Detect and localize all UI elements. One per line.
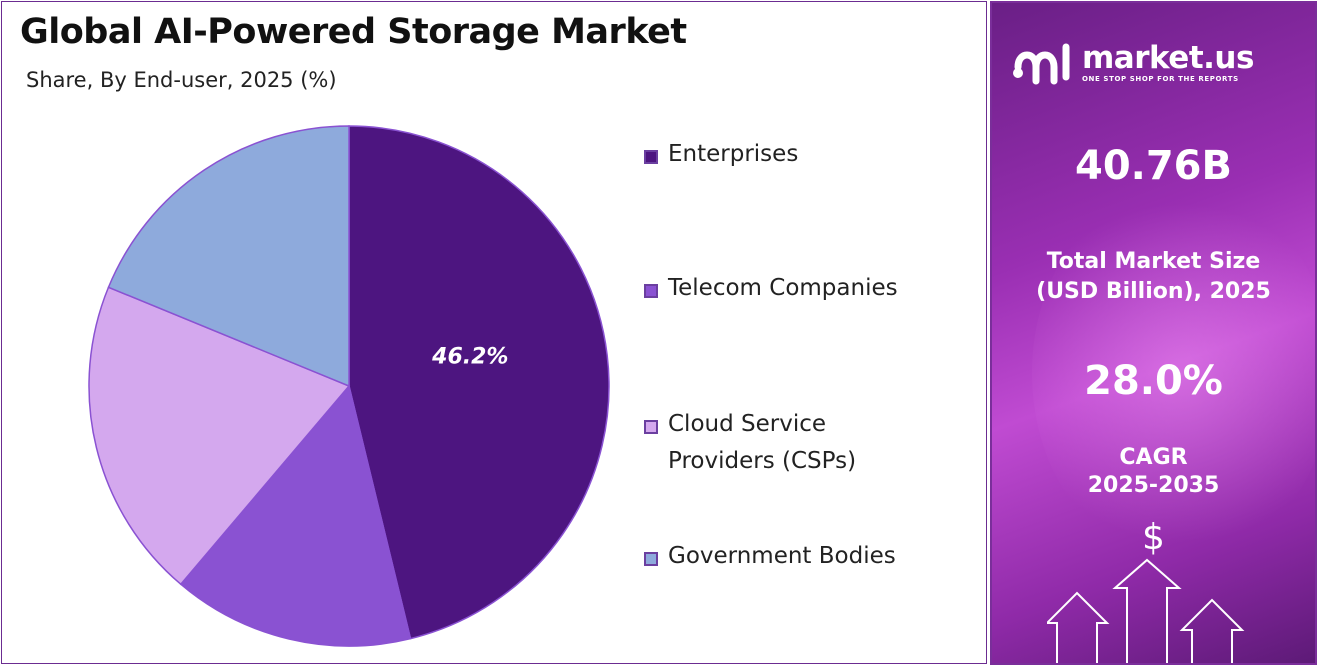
up-arrow-icon (1179, 598, 1245, 663)
legend-item: Government Bodies (644, 543, 958, 575)
summary-panel: market.us ONE STOP SHOP FOR THE REPORTS … (990, 1, 1317, 665)
pie-slice-government-bodies (107, 125, 350, 388)
legend-label-line: Providers (CSPs) (668, 448, 857, 474)
market-size-label-2: (USD Billion), 2025 (1036, 279, 1271, 304)
brand-tagline: ONE STOP SHOP FOR THE REPORTS (1082, 75, 1239, 83)
legend-item: Enterprises (644, 141, 958, 173)
pie-slice-cloud-service-providers-csps (88, 286, 351, 586)
market-size-label-1: Total Market Size (1046, 249, 1261, 274)
chart-title: Global AI-Powered Storage Market (20, 12, 687, 52)
growth-arrows (1047, 558, 1245, 663)
cagr-label: CAGR (1119, 445, 1188, 470)
up-arrow-icon (1112, 558, 1182, 663)
brand-name: market.us (1082, 40, 1254, 76)
legend-label: Government Bodies (668, 538, 958, 575)
up-arrow-icon (1047, 591, 1110, 663)
dollar-sign-icon: $ (1142, 517, 1165, 558)
chart-subtitle: Share, By End-user, 2025 (%) (26, 68, 337, 92)
legend-label: Enterprises (668, 136, 958, 173)
brand-logo: market.us ONE STOP SHOP FOR THE REPORTS (1012, 41, 1254, 85)
pie-data-label: 46.2% (431, 344, 508, 369)
legend-swatch (644, 420, 658, 434)
background-glow (1032, 183, 1315, 563)
legend-label: Cloud Service Providers (CSPs) (668, 406, 958, 480)
market-us-logo-icon (1013, 43, 1070, 85)
legend-item: Cloud Service Providers (CSPs) (644, 411, 958, 480)
legend-swatch (644, 552, 658, 566)
cagr-period: 2025-2035 (1087, 473, 1220, 498)
pie-chart: 46.2% (88, 125, 610, 647)
pie-slice-telecom-companies (179, 384, 412, 647)
legend-label-line: Cloud Service (668, 411, 827, 437)
market-size-value: 40.76B (1074, 143, 1232, 189)
legend-item: Telecom Companies (644, 275, 958, 307)
legend-label-line: Government Bodies (668, 543, 896, 569)
pie-slice-enterprises (348, 125, 610, 640)
legend-swatch (644, 284, 658, 298)
legend-swatch (644, 150, 658, 164)
legend-label-line: Enterprises (668, 141, 799, 167)
chart-panel: Global AI-Powered Storage Market Share, … (1, 1, 987, 664)
cagr-value: 28.0% (1084, 358, 1223, 404)
legend-label-line: Telecom Companies (668, 275, 898, 301)
legend-label: Telecom Companies (668, 270, 958, 307)
